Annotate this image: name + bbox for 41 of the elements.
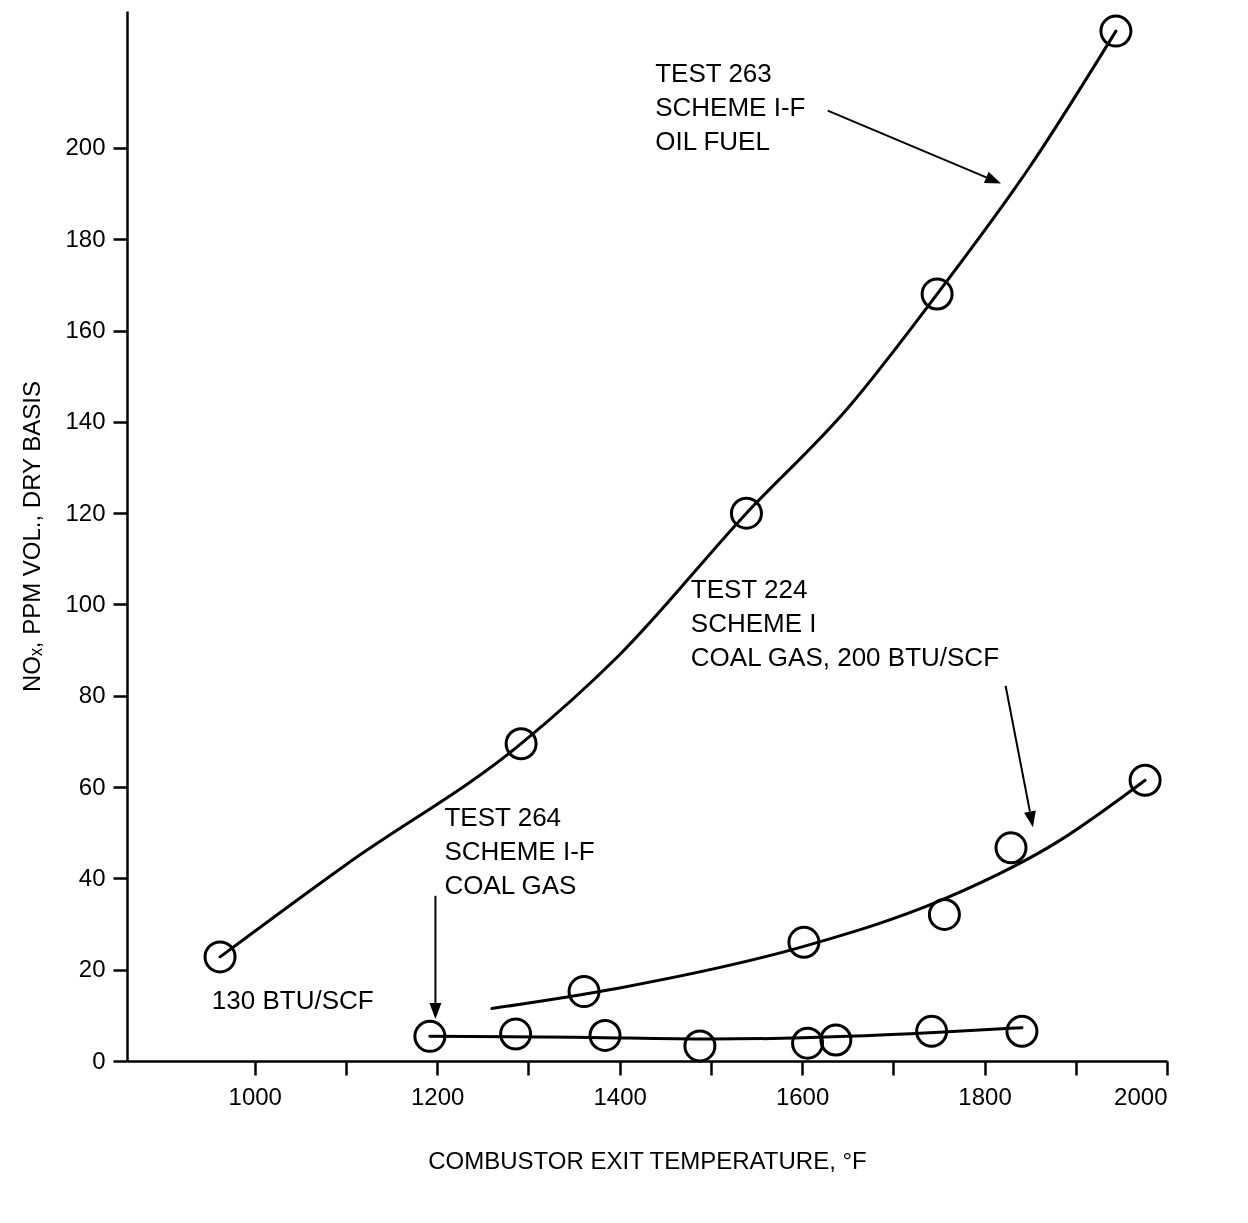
y-tick-label: 180 [65,224,106,252]
annotation: 130 BTU/SCF [211,984,374,1015]
point [203,940,237,974]
point [729,496,763,530]
point [927,897,961,931]
y-tick-label: 20 [78,955,106,983]
point [1099,14,1133,48]
point [413,1019,447,1053]
point [791,1026,825,1060]
y-tick-label: 0 [92,1046,106,1074]
point [567,975,601,1009]
y-tick-label: 160 [65,316,106,344]
x-axis-title: COMBUSTOR EXIT TEMPERATURE, °F [428,1146,867,1174]
annotation: TEST 263 SCHEME I-F OIL FUEL [655,58,806,157]
y-tick-label: 40 [78,863,106,891]
y-tick-label: 80 [78,681,106,709]
x-tick-label: 2000 [1114,1082,1168,1110]
x-tick-label: 1000 [228,1082,282,1110]
point [1128,763,1162,797]
annotation: TEST 264 SCHEME I-F COAL GAS [444,802,595,901]
point [819,1023,853,1057]
point [683,1029,717,1063]
x-tick-label: 1400 [593,1082,647,1110]
x-tick-label: 1600 [775,1082,830,1110]
y-axis-title: NOₓ, PPM VOL., DRY BASIS [18,380,46,693]
y-tick-label: 140 [65,407,106,435]
point [1005,1014,1039,1048]
point [915,1014,949,1048]
point [787,925,821,959]
x-tick-label: 1800 [958,1082,1012,1110]
annotation: TEST 224 SCHEME I COAL GAS, 200 BTU/SCF [690,574,1000,673]
point [994,831,1028,865]
y-tick-label: 60 [78,772,106,800]
point [504,727,538,761]
point [920,277,954,311]
y-tick-label: 200 [65,133,106,161]
y-tick-label: 120 [65,498,106,526]
x-tick-label: 1200 [410,1082,465,1110]
point [588,1018,622,1052]
y-tick-label: 100 [65,589,106,617]
point [499,1017,533,1051]
